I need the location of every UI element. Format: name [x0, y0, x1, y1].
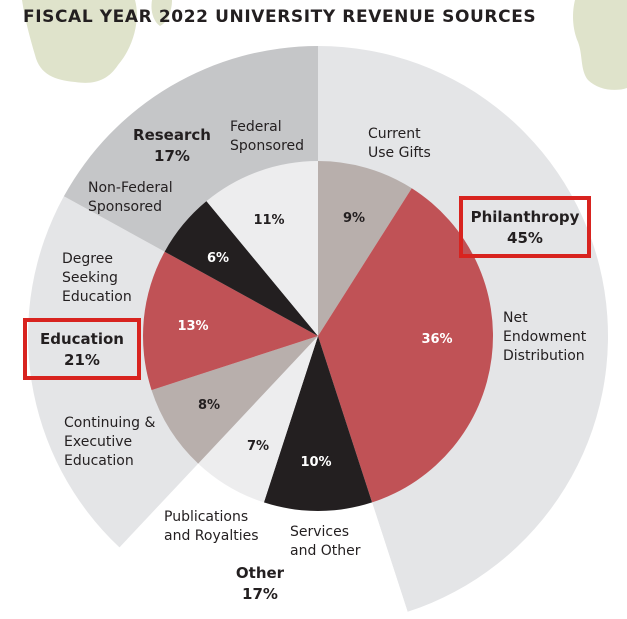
- category-label-line: Non-Federal: [88, 180, 173, 196]
- category-label-net-endowment-distribution: Net Endowment Distribution: [503, 310, 587, 364]
- category-label-line: Executive: [64, 434, 132, 450]
- category-label-line: and Royalties: [164, 528, 259, 544]
- category-label-continuing-and-executive-education: Continuing & Executive Education: [64, 415, 155, 469]
- category-label-line: Federal: [230, 119, 282, 135]
- background-decoration: [22, 0, 627, 90]
- group-label-philanthropy: Philanthropy 45%: [471, 208, 580, 247]
- pct-label-net-endowment-distribution: 36%: [421, 332, 452, 347]
- category-label-publications-and-royalties: Publications and Royalties: [164, 509, 259, 544]
- slice-net-endowment-distribution: [318, 188, 493, 503]
- group-name: Research: [133, 126, 211, 144]
- category-label-line: Education: [62, 289, 132, 305]
- inner-slice-group: [142, 161, 493, 511]
- pct-label-federal-sponsored: 11%: [253, 213, 284, 228]
- slice-current-use-gifts: [318, 161, 412, 336]
- group-value: 17%: [154, 147, 190, 165]
- group-label-education: Education 21%: [40, 330, 124, 369]
- pct-label-current-use-gifts: 9%: [343, 211, 365, 226]
- decor-shape-left: [22, 0, 137, 83]
- group-value: 17%: [242, 585, 278, 603]
- category-label-line: Seeking: [62, 270, 118, 286]
- category-label-non-federal-sponsored: Non-Federal Sponsored: [88, 180, 173, 215]
- category-label-line: Endowment: [503, 329, 587, 345]
- category-label-line: and Other: [290, 543, 361, 559]
- pct-label-publications-and-royalties: 7%: [247, 439, 269, 454]
- category-label-line: Services: [290, 524, 349, 540]
- category-label-line: Sponsored: [88, 199, 162, 215]
- category-label-line: Publications: [164, 509, 248, 525]
- slice-services-and-other: [263, 336, 373, 511]
- category-label-line: Use Gifts: [368, 145, 431, 161]
- category-label-line: Sponsored: [230, 138, 304, 154]
- chart-title: FISCAL YEAR 2022 UNIVERSITY REVENUE SOUR…: [23, 7, 537, 27]
- label-group: 9% Current Use Gifts 36% Net Endowment Distrib…: [23, 119, 591, 603]
- pct-label-degree-seeking-education: 13%: [177, 319, 208, 334]
- highlight-box-education: [23, 318, 141, 380]
- slice-non-federal-sponsored: [164, 201, 318, 336]
- pct-label-non-federal-sponsored: 6%: [207, 251, 229, 266]
- highlight-box-philanthropy: [459, 196, 591, 258]
- category-label-line: Net: [503, 310, 528, 326]
- group-name: Education: [40, 330, 124, 348]
- group-value: 45%: [507, 229, 543, 247]
- category-label-line: Distribution: [503, 348, 585, 364]
- pct-label-services-and-other: 10%: [300, 455, 331, 470]
- slice-degree-seeking-education: [142, 251, 318, 391]
- slice-publications-and-royalties: [198, 336, 318, 503]
- category-label-line: Continuing &: [64, 415, 155, 431]
- category-label-line: Education: [64, 453, 134, 469]
- group-label-research: Research 17%: [133, 126, 211, 165]
- group-value: 21%: [64, 351, 100, 369]
- slice-federal-sponsored: [206, 161, 318, 336]
- category-label-federal-sponsored: Federal Sponsored: [230, 119, 304, 154]
- slice-continuing-and-executive-education: [151, 336, 318, 464]
- category-label-line: Degree: [62, 251, 113, 267]
- group-name: Other: [236, 564, 285, 582]
- category-label-line: Current: [368, 126, 421, 142]
- decor-shape-top: [151, 0, 172, 26]
- category-label-degree-seeking-education: Degree Seeking Education: [62, 251, 132, 305]
- group-label-other: Other 17%: [236, 564, 285, 603]
- group-name: Philanthropy: [471, 208, 580, 226]
- decor-shape-right: [573, 0, 627, 90]
- category-label-current-use-gifts: Current Use Gifts: [368, 126, 431, 161]
- category-label-services-and-other: Services and Other: [290, 524, 361, 559]
- pct-label-continuing-and-executive-education: 8%: [198, 398, 220, 413]
